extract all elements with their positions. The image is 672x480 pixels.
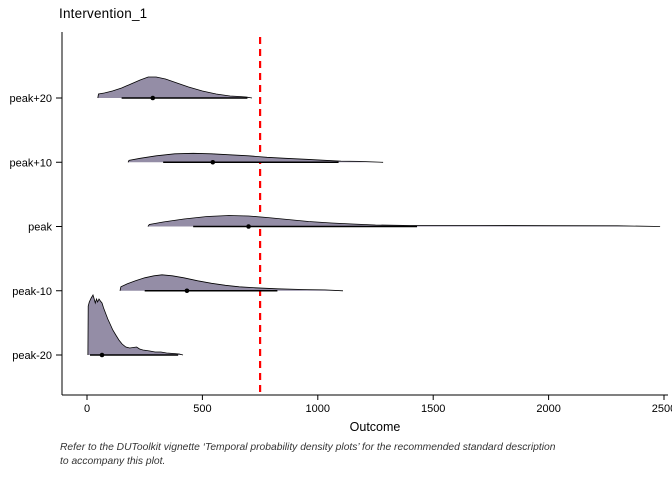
y-tick-label-peak: peak bbox=[28, 222, 52, 234]
point-estimate-peak-20 bbox=[99, 352, 105, 358]
caption: Refer to the DUToolkit vignette ‘Tempora… bbox=[60, 441, 555, 468]
density-area-peak bbox=[147, 215, 661, 227]
density-outline-peak-20 bbox=[87, 294, 184, 356]
x-tick-label-1500: 1500 bbox=[421, 403, 445, 415]
caption-line-2: to accompany this plot. bbox=[60, 455, 166, 467]
point-estimate-peak+20 bbox=[150, 95, 156, 101]
y-tick-label-peak-20: peak-20 bbox=[12, 350, 52, 362]
x-tick-label-2500: 2500 bbox=[652, 403, 672, 415]
y-tick-label-peak+10: peak+10 bbox=[9, 157, 52, 169]
point-estimate-peak+10 bbox=[210, 159, 216, 165]
density-outline-peak+10 bbox=[127, 152, 384, 163]
x-axis-title: Outcome bbox=[350, 420, 401, 434]
point-estimate-peak bbox=[246, 224, 251, 229]
density-outline-peak bbox=[147, 215, 661, 227]
x-tick-label-500: 500 bbox=[193, 403, 211, 415]
density-area-peak+20 bbox=[97, 77, 252, 98]
x-tick-label-0: 0 bbox=[84, 403, 90, 415]
x-tick-label-2000: 2000 bbox=[536, 403, 560, 415]
point-estimate-peak-10 bbox=[184, 288, 190, 294]
caption-line-1: Refer to the DUToolkit vignette ‘Tempora… bbox=[60, 442, 556, 453]
density-area-peak-20 bbox=[87, 295, 183, 355]
density-outline-peak-10 bbox=[119, 274, 344, 292]
x-tick-label-1000: 1000 bbox=[306, 403, 330, 415]
density-area-peak-10 bbox=[120, 274, 343, 291]
y-tick-label-peak-10: peak-10 bbox=[12, 286, 52, 298]
density-outline-peak+20 bbox=[97, 76, 253, 99]
chart-title: Intervention_1 bbox=[59, 6, 148, 21]
y-tick-label-peak+20: peak+20 bbox=[9, 93, 52, 105]
